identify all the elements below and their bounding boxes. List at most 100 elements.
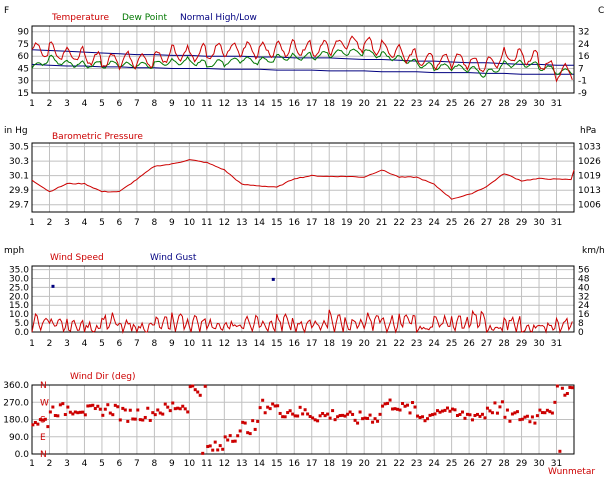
x-tick-label: 6 [117,99,123,109]
wind-dir-point [458,412,462,416]
wind-dir-point [201,451,205,455]
wind-dir-point [368,413,372,417]
wind-dir-point [438,410,442,414]
x-tick-label: 4 [82,339,88,349]
wind-tick-label-left: 0.0 [15,328,30,338]
wind-dir-point [316,419,320,423]
x-tick-label: 18 [323,99,335,109]
x-tick-label: 23 [411,218,422,228]
x-tick-label: 6 [117,459,123,469]
x-tick-label: 3 [64,459,70,469]
x-tick-label: 11 [201,339,212,349]
wind-dir-point [443,408,447,412]
x-tick-label: 21 [376,339,387,349]
temp-unit-right: C [598,6,604,16]
wind-dir-point [428,413,432,417]
wind-dir-point [298,405,302,409]
wind-dir-point [563,393,567,397]
legend-normal-high-low: Normal High/Low [180,13,257,23]
wind-dir-point [381,404,385,408]
wind-dir-point [176,406,180,410]
x-tick-label: 3 [64,218,70,228]
x-tick-label: 18 [323,459,335,469]
x-tick-label: 9 [169,339,175,349]
x-tick-label: 13 [236,99,247,109]
wind-dir-point [303,408,307,412]
wind-dir-point [211,448,215,452]
x-tick-label: 1 [29,218,35,228]
wind-dir-point [463,416,467,420]
wind-dir-point [321,411,325,415]
x-tick-label: 4 [82,459,88,469]
wind-dir-point [570,386,574,390]
wind-dir-point [445,406,449,410]
baro-tick-label-right: 1026 [578,157,601,167]
wind-dir-point [293,414,297,418]
wind-dir-point [301,412,305,416]
wind-gust-point [271,277,275,281]
x-tick-label: 27 [481,339,492,349]
x-tick-label: 22 [393,339,404,349]
wind-dir-point [398,408,402,412]
wind-dir-point [508,419,512,423]
wind-dir-point [493,401,497,405]
wind-dir-point [186,410,190,414]
wind-dir-point [485,406,489,410]
x-tick-label: 20 [358,339,370,349]
wind-dir-point [136,408,140,412]
plot-border [31,384,575,455]
x-tick-label: 7 [134,339,140,349]
x-tick-label: 16 [289,218,301,228]
dew-point-line [31,48,573,78]
x-tick-label: 13 [236,339,247,349]
wind-dir-point [266,405,270,409]
wind-dir-point [163,402,167,406]
wind-dir-point [376,419,380,423]
wind-dir-point [348,410,352,414]
temp-tick-label-right: -1 [578,77,587,87]
x-tick-label: 18 [323,339,335,349]
wind-plot: 35.030.025.020.015.010.05.00.05648403224… [9,265,590,349]
x-tick-label: 6 [117,218,123,228]
x-tick-label: 21 [376,459,387,469]
baro-tick-label-left: 30.1 [9,172,29,182]
x-tick-label: 27 [481,99,492,109]
wind-tick-label-right: 32 [578,292,589,302]
wind-dir-point [96,404,100,408]
x-tick-label: 8 [152,339,158,349]
baro-unit-left: in Hg [4,126,28,136]
wind-dir-point [213,440,217,444]
wind-direction-panel: Wind Dir (deg) 360.0270.0180.090.00.0NWS… [3,372,595,477]
baro-tick-label-right: 1006 [578,201,601,211]
x-tick-label: 7 [134,459,140,469]
x-tick-label: 11 [201,218,212,228]
x-tick-label: 7 [134,99,140,109]
wind-dir-point [416,414,420,418]
x-tick-label: 30 [533,339,545,349]
x-tick-label: 26 [463,339,475,349]
x-tick-label: 24 [428,459,440,469]
temp-tick-label-right: 32 [578,28,589,38]
dir-tick-label-left: 360.0 [3,381,29,391]
wind-dir-point [261,398,265,402]
x-tick-label: 10 [184,99,196,109]
x-tick-label: 23 [411,99,422,109]
wind-dir-point [498,405,502,409]
plot-border [31,25,575,94]
wind-dir-point [318,414,322,418]
wind-dir-point [33,421,37,425]
wind-dir-point [473,414,477,418]
wind-dir-point [356,421,360,425]
wind-dir-point [76,411,80,415]
wind-dir-point [88,404,92,408]
wind-dir-point [548,410,552,414]
legend-barometric-pressure: Barometric Pressure [52,132,143,142]
wind-dir-point [251,419,255,423]
x-tick-label: 26 [463,459,475,469]
wind-dir-point [38,418,42,422]
x-tick-label: 22 [393,99,404,109]
temp-tick-label-left: 45 [18,64,29,74]
wind-dir-point [31,423,35,427]
wind-dir-point [253,427,257,431]
wind-dir-point [71,412,75,416]
